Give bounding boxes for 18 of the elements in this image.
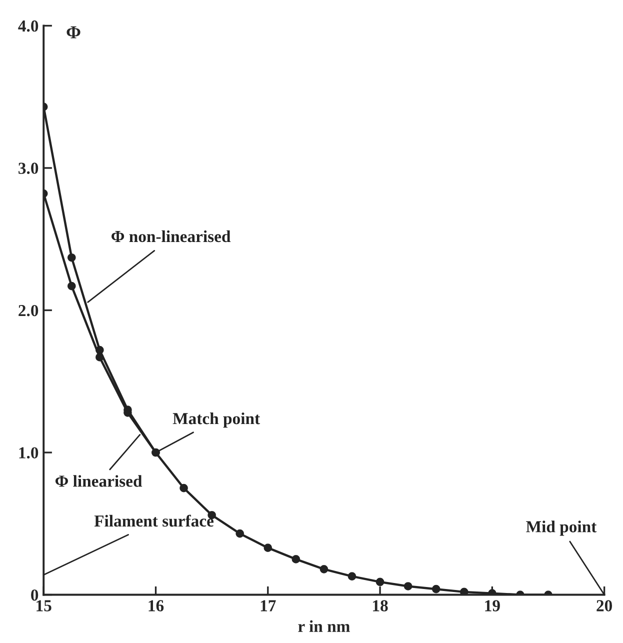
x-tick-label: 20 — [596, 600, 612, 612]
y-tick-label: 3.0 — [18, 162, 38, 174]
x-tick-label: 16 — [148, 600, 164, 612]
y-tick-label: 1.0 — [19, 447, 38, 459]
annotation: Filament surface — [94, 514, 214, 527]
annotation: Mid point — [526, 520, 597, 536]
x-tick-label: 15 — [36, 600, 52, 612]
y-tick-label: 0 — [31, 589, 38, 601]
x-axis-title: r in nm — [298, 620, 350, 632]
y-axis-title: Φ — [66, 26, 80, 38]
x-tick-label: 17 — [260, 600, 276, 612]
text: Φ non-linearised — [112, 230, 231, 242]
y-tick-label: 4.0 — [18, 20, 38, 32]
y-tick-label: 2.0 — [18, 304, 38, 316]
legend-label: Φ linearised — [55, 475, 142, 487]
x-tick-label: 19 — [485, 600, 500, 612]
x-tick-label: 18 — [373, 600, 388, 612]
annotation: Match point — [172, 412, 260, 428]
